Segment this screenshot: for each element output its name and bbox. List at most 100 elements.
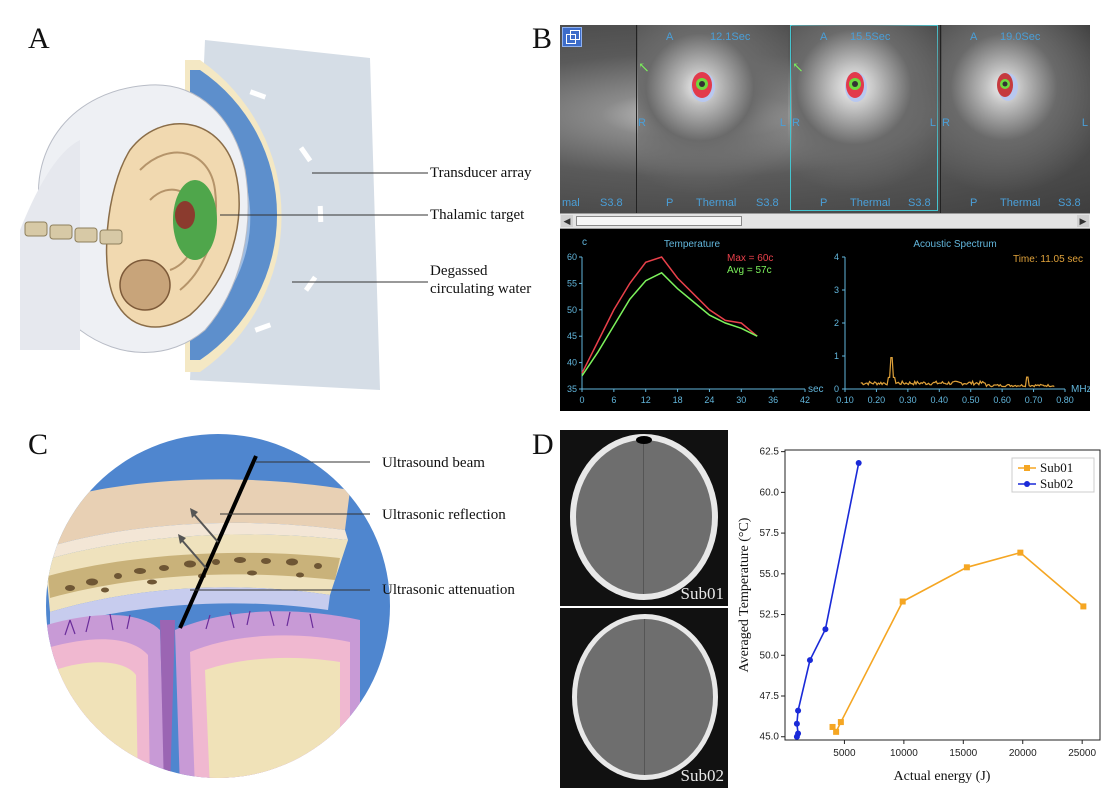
- frame-left-edge-mode: mal: [562, 197, 580, 209]
- frame-2-time: 15.5Sec: [850, 31, 891, 43]
- scroll-right-arrow-icon[interactable]: ▶: [1077, 215, 1089, 227]
- frame-3-left: R: [942, 117, 950, 129]
- label-ultrasonic-reflection: Ultrasonic reflection: [382, 507, 506, 523]
- frame-2-bottom: P: [820, 197, 828, 209]
- acoustic-spectrum-plot: Acoustic Spectrum Time: 11.05 sec MHz 0.…: [834, 239, 1090, 405]
- frame-2[interactable]: A 15.5Sec R L P Thermal S3.8 ↖: [792, 25, 938, 213]
- frame-3-top: A: [970, 31, 978, 43]
- thermal-frames-strip: mal S3.8 A 12.1Sec R L P Thermal S3.8 ↖ …: [560, 25, 1090, 213]
- ct-image-sub02: Sub02: [560, 608, 728, 788]
- ct-image-sub01: Sub01: [560, 430, 728, 606]
- frame-2-right: L: [929, 117, 936, 129]
- spectrum-y-tick-label: 1: [834, 351, 839, 361]
- d-x-tick-label: 5000: [833, 748, 856, 759]
- temperature-plot-title: Temperature: [664, 239, 721, 250]
- temperature-avg-label: Avg = 57c: [727, 265, 772, 276]
- temperature-y-tick-label: 45: [567, 331, 577, 341]
- temperature-x-tick-label: 0: [579, 395, 584, 405]
- temperature-plot: Temperature c Max = 60c Avg = 57c sec 0 6…: [567, 237, 824, 405]
- frame-1-bottom: P: [666, 197, 674, 209]
- frame-3-slice: S3.8: [1058, 197, 1081, 209]
- d-point-sub02: [795, 707, 802, 714]
- label-degassed: Degassed circulating water: [430, 262, 531, 298]
- spectrum-x-tick-label: 0.50: [962, 395, 980, 405]
- d-point-sub01: [1080, 603, 1087, 610]
- spectrum-time-label: Time: 11.05 sec: [1013, 254, 1083, 265]
- legend-sub01: Sub01: [1040, 460, 1073, 475]
- d-point-sub01: [899, 598, 906, 605]
- spectrum-x-tick-label: 0.80: [1056, 395, 1074, 405]
- frame-1[interactable]: A 12.1Sec R L P Thermal S3.8 ↖: [638, 25, 788, 213]
- temperature-y-tick-label: 35: [567, 384, 577, 394]
- frame-2-top: A: [820, 31, 828, 43]
- label-ultrasound-beam: Ultrasound beam: [382, 455, 485, 471]
- spectrum-x-tick-label: 0.60: [993, 395, 1011, 405]
- frame-2-mode: Thermal: [850, 197, 891, 209]
- frame-3[interactable]: A 19.0Sec R L P Thermal S3.8: [942, 25, 1090, 213]
- label-thalamic-target: Thalamic target: [430, 207, 525, 223]
- label-degassed-line2: circulating water: [430, 281, 532, 297]
- label-ultrasonic-attenuation: Ultrasonic attenuation: [382, 582, 515, 598]
- spectrum-plot-title: Acoustic Spectrum: [913, 239, 996, 250]
- panel-d-letter: D: [532, 428, 554, 461]
- frame-2-slice: S3.8: [908, 197, 931, 209]
- spectrum-x-tick-label: 0.30: [899, 395, 917, 405]
- d-y-tick-label: 52.5: [760, 610, 780, 621]
- d-y-tick-label: 60.0: [760, 487, 780, 498]
- scroll-left-arrow-icon[interactable]: ◀: [561, 215, 573, 227]
- mri-viewer: mal S3.8 A 12.1Sec R L P Thermal S3.8 ↖ …: [560, 25, 1090, 411]
- d-point-sub02: [793, 720, 800, 727]
- d-chart-ylabel: Averaged Temperature (°C): [737, 517, 752, 672]
- d-point-sub02: [822, 626, 829, 633]
- d-point-sub01: [833, 728, 840, 735]
- d-y-tick-label: 55.0: [760, 569, 780, 580]
- tile-view-icon[interactable]: [562, 27, 582, 47]
- temperature-y-tick-label: 40: [567, 358, 577, 368]
- frame-1-hotspot: [691, 72, 715, 102]
- temperature-x-tick-label: 24: [704, 395, 714, 405]
- frame-2-hotspot: [845, 72, 867, 102]
- spectrum-y-tick-label: 3: [834, 285, 839, 295]
- spectrum-y-tick-label: 4: [834, 252, 839, 262]
- d-point-sub01: [1017, 549, 1024, 556]
- spectrum-trace: [860, 357, 1055, 388]
- frame-1-right: L: [779, 117, 786, 129]
- spectrum-x-tick-label: 0.40: [931, 395, 949, 405]
- frame-scrollbar[interactable]: ◀ ▶: [560, 213, 1090, 229]
- frame-3-right: L: [1081, 117, 1088, 129]
- scrollbar-thumb[interactable]: [576, 216, 742, 226]
- d-y-tick-label: 45.0: [760, 732, 780, 743]
- d-y-tick-label: 62.5: [760, 447, 780, 458]
- frame-3-bottom: P: [970, 197, 978, 209]
- panel-c-illustration: [46, 434, 390, 778]
- spectrum-x-tick-label: 0.70: [1025, 395, 1043, 405]
- spectrum-x-tick-label: 0.10: [836, 395, 854, 405]
- temperature-x-tick-label: 12: [641, 395, 651, 405]
- d-x-tick-label: 25000: [1068, 748, 1096, 759]
- panel-a-letter: A: [28, 22, 50, 55]
- temperature-avg-series: [581, 271, 758, 377]
- spectrum-y-tick-label: 0: [834, 384, 839, 394]
- frame-3-time: 19.0Sec: [1000, 31, 1041, 43]
- frame-3-mode: Thermal: [1000, 197, 1041, 209]
- frame-1-left: R: [638, 117, 646, 129]
- d-x-tick-label: 15000: [949, 748, 977, 759]
- d-y-tick-label: 50.0: [760, 650, 780, 661]
- panel-c-letter: C: [28, 428, 49, 461]
- frame-3-hotspot: [997, 73, 1018, 101]
- temperature-max-series: [581, 256, 758, 374]
- energy-temperature-chart: Actual energy (J) Averaged Temperature (…: [737, 447, 1101, 784]
- d-point-sub02: [795, 730, 802, 737]
- frame-1-arrow-icon: ↖: [638, 61, 650, 76]
- ct-label-sub01: Sub01: [680, 584, 724, 603]
- frame-left-edge-slice: S3.8: [600, 197, 623, 209]
- spectrum-y-tick-label: 2: [834, 318, 839, 328]
- legend-sub02: Sub02: [1040, 476, 1073, 491]
- label-transducer-array: Transducer array: [430, 165, 532, 181]
- ct-label-sub02: Sub02: [680, 766, 724, 785]
- temperature-max-label: Max = 60c: [727, 253, 773, 264]
- spectrum-x-tick-label: 0.20: [868, 395, 886, 405]
- temperature-plot-unit: c: [582, 237, 587, 248]
- temperature-x-tick-label: 6: [611, 395, 616, 405]
- frame-1-time: 12.1Sec: [710, 31, 751, 43]
